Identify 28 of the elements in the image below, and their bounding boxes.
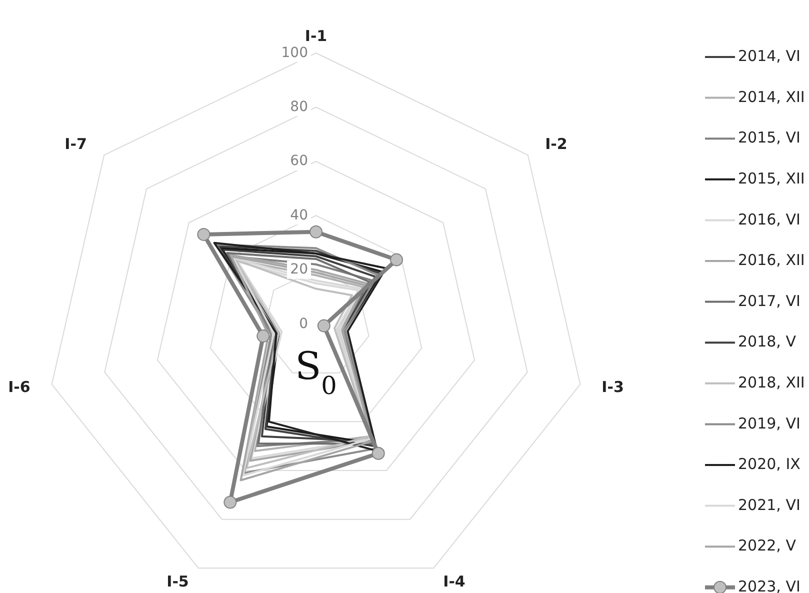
y-tick-label: 40 bbox=[290, 207, 308, 224]
legend-label: 2015, VI bbox=[738, 128, 800, 147]
legend-label: 2022, V bbox=[738, 536, 797, 555]
legend-label: 2016, VI bbox=[738, 210, 800, 228]
legend-label: 2018, XII bbox=[738, 373, 805, 392]
spoke-label: I-2 bbox=[545, 135, 568, 154]
legend-label: 2021, VI bbox=[738, 496, 800, 514]
legend-label: 2017, VI bbox=[738, 292, 800, 310]
legend-label: 2023, VI bbox=[738, 577, 800, 593]
legend-label: 2019, VI bbox=[738, 414, 800, 432]
spoke-label: I-3 bbox=[602, 378, 624, 396]
spoke-label: I-1 bbox=[304, 27, 328, 46]
spoke-label: I-4 bbox=[443, 572, 466, 591]
legend-label: 2015, XII bbox=[738, 169, 805, 188]
y-tick-label: 80 bbox=[290, 99, 308, 116]
legend-label: 2020, IX bbox=[738, 455, 800, 474]
text: S$_{0}$ bbox=[295, 344, 337, 400]
legend-label: 2014, XII bbox=[738, 88, 805, 106]
spoke-label: I-7 bbox=[64, 135, 87, 154]
spoke-label: I-6 bbox=[8, 378, 30, 396]
legend-label: 2016, XII bbox=[738, 251, 805, 270]
y-tick-label: 20 bbox=[290, 262, 308, 278]
y-tick-label: 60 bbox=[290, 153, 308, 170]
legend-label: 2018, V bbox=[738, 332, 797, 351]
legend-label: 2014, VI bbox=[738, 47, 800, 66]
spoke-label: I-5 bbox=[166, 572, 189, 591]
y-tick-label: 100 bbox=[281, 44, 308, 61]
y-tick-label: 0 bbox=[299, 316, 308, 332]
